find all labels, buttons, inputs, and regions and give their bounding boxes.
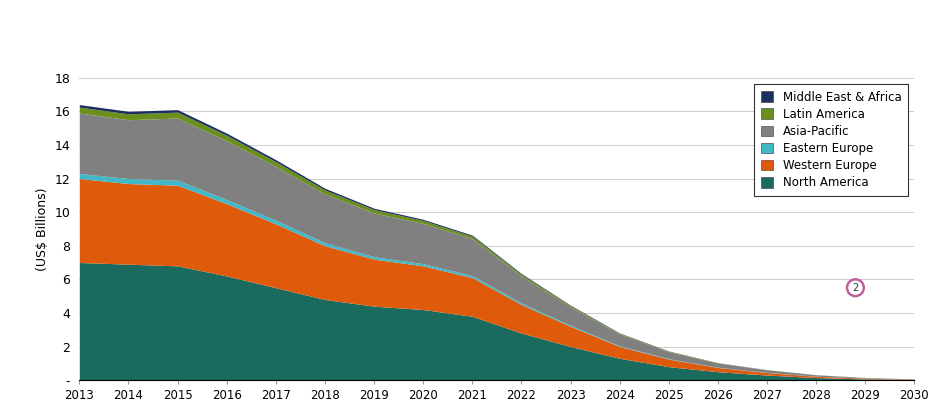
Text: 2: 2 [852, 283, 858, 293]
Y-axis label: (US$ Billions): (US$ Billions) [35, 187, 49, 270]
Text: Physical Media Revenue by Region: Physical Media Revenue by Region [126, 15, 413, 29]
Text: World Markets: 2013 to 2030: World Markets: 2013 to 2030 [126, 47, 367, 63]
Text: (Source: ABI Research): (Source: ABI Research) [592, 49, 745, 62]
Legend: Middle East & Africa, Latin America, Asia-Pacific, Eastern Europe, Western Europ: Middle East & Africa, Latin America, Asi… [754, 84, 909, 197]
Text: Chart 1:: Chart 1: [7, 16, 64, 29]
